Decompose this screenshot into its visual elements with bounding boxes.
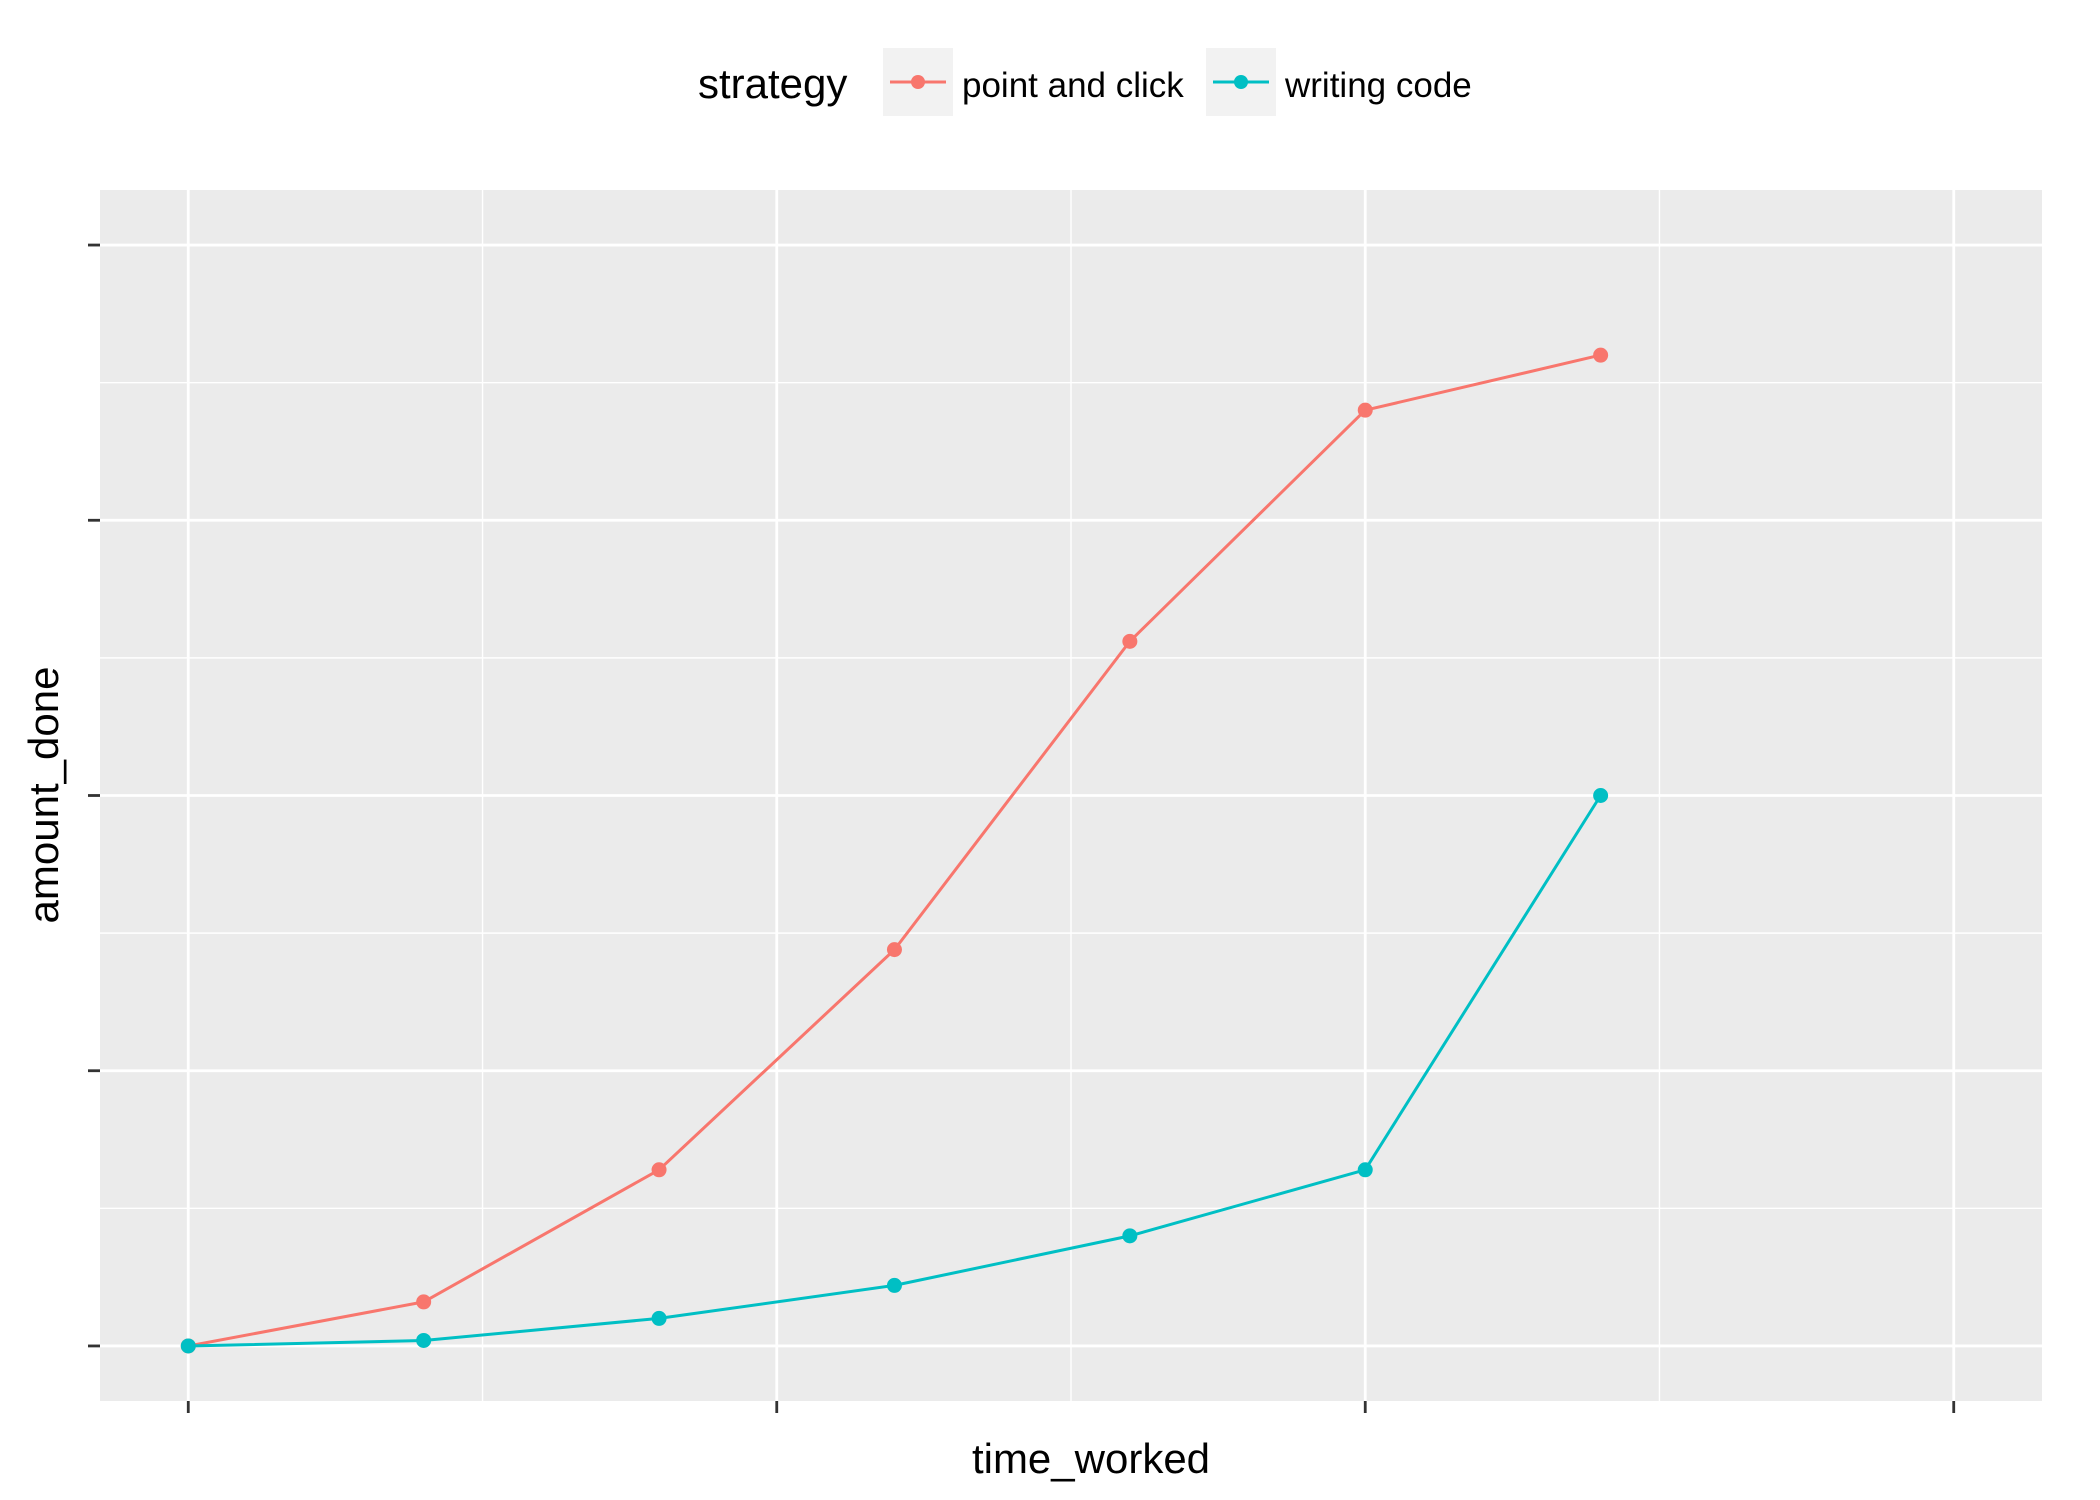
x-axis-title: time_worked: [972, 1435, 1210, 1482]
data-point-point-and-click-3: [886, 942, 902, 958]
legend-title: strategy: [698, 60, 847, 107]
legend: strategy point and click writing code: [698, 48, 1472, 116]
axis-ticks: [88, 243, 1956, 1413]
legend-key-point-point-and-click: [911, 75, 925, 89]
data-point-writing-code-5: [1357, 1162, 1373, 1178]
data-point-point-and-click-6: [1593, 347, 1609, 363]
data-point-point-and-click-1: [416, 1294, 432, 1310]
data-series: [180, 347, 1609, 1354]
data-point-writing-code-6: [1593, 788, 1609, 803]
data-point-writing-code-4: [1122, 1228, 1138, 1244]
major-gridlines: [100, 190, 2042, 1401]
data-point-writing-code-0: [180, 1338, 196, 1354]
data-point-point-and-click-5: [1357, 402, 1373, 418]
data-point-writing-code-1: [416, 1332, 432, 1348]
data-point-writing-code-3: [886, 1277, 902, 1293]
data-point-point-and-click-4: [1122, 633, 1138, 649]
legend-label-point-and-click: point and click: [962, 66, 1184, 105]
data-point-point-and-click-2: [651, 1162, 667, 1178]
legend-key-point-writing-code: [1234, 75, 1248, 89]
data-point-writing-code-2: [651, 1310, 667, 1326]
y-axis-title: amount_done: [20, 667, 67, 924]
legend-label-writing-code: writing code: [1284, 66, 1472, 105]
